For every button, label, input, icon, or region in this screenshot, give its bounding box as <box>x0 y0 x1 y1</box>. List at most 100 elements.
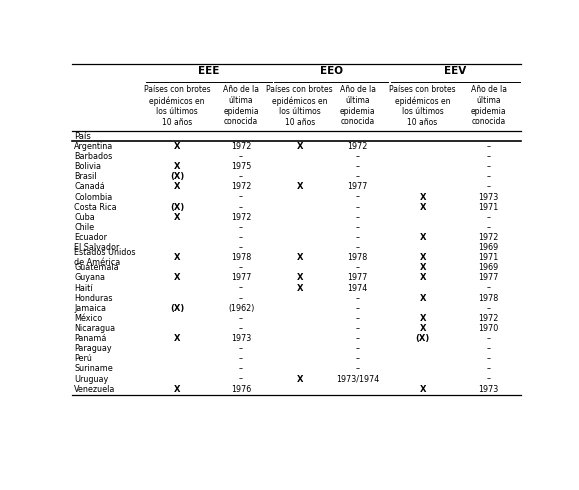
Text: México: México <box>74 314 102 323</box>
Text: –: – <box>486 365 490 373</box>
Text: –: – <box>486 344 490 353</box>
Text: X: X <box>296 142 303 151</box>
Text: 1973/1974: 1973/1974 <box>336 374 379 384</box>
Text: (1962): (1962) <box>228 304 254 313</box>
Text: –: – <box>239 172 243 181</box>
Text: –: – <box>239 152 243 161</box>
Text: –: – <box>239 294 243 303</box>
Text: –: – <box>239 263 243 272</box>
Text: X: X <box>419 385 426 393</box>
Text: Año de la
última
epidemia
conocida: Año de la última epidemia conocida <box>340 85 376 126</box>
Text: Países con brotes
epidémicos en
los últimos
10 años: Países con brotes epidémicos en los últi… <box>144 85 210 127</box>
Text: –: – <box>356 243 360 252</box>
Text: X: X <box>419 294 426 303</box>
Text: 1972: 1972 <box>347 142 368 151</box>
Text: 1977: 1977 <box>478 273 499 282</box>
Text: 1978: 1978 <box>347 253 368 262</box>
Text: 1977: 1977 <box>347 182 368 192</box>
Text: –: – <box>239 365 243 373</box>
Text: 1976: 1976 <box>231 385 251 393</box>
Text: Nicaragua: Nicaragua <box>74 324 115 333</box>
Text: –: – <box>486 223 490 232</box>
Text: 1977: 1977 <box>347 273 368 282</box>
Text: –: – <box>486 142 490 151</box>
Text: –: – <box>486 354 490 363</box>
Text: X: X <box>174 182 181 192</box>
Text: –: – <box>356 152 360 161</box>
Text: EEE: EEE <box>199 66 219 76</box>
Text: Costa Rica: Costa Rica <box>74 203 117 212</box>
Text: –: – <box>239 284 243 293</box>
Text: –: – <box>356 324 360 333</box>
Text: 1973: 1973 <box>478 193 499 201</box>
Text: X: X <box>296 253 303 262</box>
Text: X: X <box>174 273 181 282</box>
Text: Cuba: Cuba <box>74 213 95 222</box>
Text: Guatemala: Guatemala <box>74 263 119 272</box>
Text: –: – <box>239 374 243 384</box>
Text: Suriname: Suriname <box>74 365 113 373</box>
Text: –: – <box>486 374 490 384</box>
Text: EEO: EEO <box>320 66 343 76</box>
Text: 1973: 1973 <box>231 334 251 343</box>
Text: 1970: 1970 <box>478 324 499 333</box>
Text: –: – <box>356 223 360 232</box>
Text: X: X <box>174 253 181 262</box>
Text: –: – <box>239 193 243 201</box>
Text: (X): (X) <box>170 304 184 313</box>
Text: Estados Unidos
de América: Estados Unidos de América <box>74 248 135 267</box>
Text: 1974: 1974 <box>347 284 368 293</box>
Text: –: – <box>356 263 360 272</box>
Text: 1978: 1978 <box>231 253 251 262</box>
Text: (X): (X) <box>416 334 430 343</box>
Text: –: – <box>356 365 360 373</box>
Text: X: X <box>296 284 303 293</box>
Text: –: – <box>356 193 360 201</box>
Text: –: – <box>486 284 490 293</box>
Text: 1972: 1972 <box>231 182 251 192</box>
Text: –: – <box>239 354 243 363</box>
Text: –: – <box>486 213 490 222</box>
Text: Bolivia: Bolivia <box>74 162 101 171</box>
Text: –: – <box>239 223 243 232</box>
Text: (X): (X) <box>170 203 184 212</box>
Text: –: – <box>356 162 360 171</box>
Text: Barbados: Barbados <box>74 152 112 161</box>
Text: X: X <box>419 233 426 242</box>
Text: Año de la
última
epidemia
conocida: Año de la última epidemia conocida <box>471 85 507 126</box>
Text: 1971: 1971 <box>478 253 499 262</box>
Text: Haití: Haití <box>74 284 93 293</box>
Text: –: – <box>486 152 490 161</box>
Text: –: – <box>356 294 360 303</box>
Text: –: – <box>356 354 360 363</box>
Text: –: – <box>486 182 490 192</box>
Text: País: País <box>74 132 91 141</box>
Text: –: – <box>356 203 360 212</box>
Text: 1975: 1975 <box>231 162 251 171</box>
Text: Venezuela: Venezuela <box>74 385 116 393</box>
Text: Países con brotes
epidémicos en
los últimos
10 años: Países con brotes epidémicos en los últi… <box>389 85 456 127</box>
Text: –: – <box>486 334 490 343</box>
Text: 1978: 1978 <box>478 294 499 303</box>
Text: Colombia: Colombia <box>74 193 112 201</box>
Text: Paraguay: Paraguay <box>74 344 112 353</box>
Text: Canadá: Canadá <box>74 182 105 192</box>
Text: 1972: 1972 <box>478 314 499 323</box>
Text: Chile: Chile <box>74 223 94 232</box>
Text: El Salvador: El Salvador <box>74 243 119 252</box>
Text: –: – <box>239 344 243 353</box>
Text: Perú: Perú <box>74 354 92 363</box>
Text: 1973: 1973 <box>478 385 499 393</box>
Text: (X): (X) <box>170 172 184 181</box>
Text: 1972: 1972 <box>231 213 251 222</box>
Text: –: – <box>239 314 243 323</box>
Text: X: X <box>419 263 426 272</box>
Text: X: X <box>296 273 303 282</box>
Text: 1971: 1971 <box>478 203 499 212</box>
Text: 1972: 1972 <box>478 233 499 242</box>
Text: X: X <box>174 334 181 343</box>
Text: –: – <box>356 314 360 323</box>
Text: –: – <box>486 172 490 181</box>
Text: Jamaica: Jamaica <box>74 304 106 313</box>
Text: X: X <box>419 253 426 262</box>
